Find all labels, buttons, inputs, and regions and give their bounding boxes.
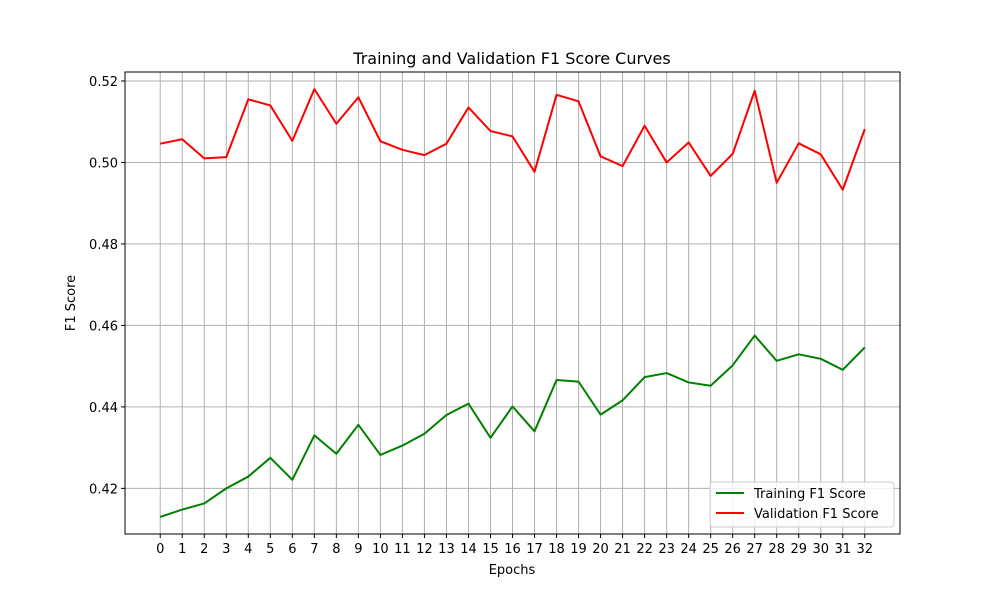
x-tick-label: 25 — [702, 542, 719, 557]
legend-label-training: Training F1 Score — [753, 487, 866, 502]
y-tick-label: 0.50 — [89, 156, 118, 171]
y-tick-label: 0.52 — [89, 75, 118, 90]
x-tick-label: 7 — [310, 542, 318, 557]
x-tick-label: 5 — [266, 542, 274, 557]
y-tick-label: 0.48 — [89, 238, 118, 253]
x-tick-label: 6 — [288, 542, 296, 557]
x-axis-ticks: 0 1 2 3 4 5 6 7 8 9 10 11 12 13 14 15 16 17 18 19 20 21 22 23 24… — [156, 534, 873, 557]
x-tick-label: 14 — [460, 542, 477, 557]
x-tick-label: 19 — [570, 542, 587, 557]
x-tick-label: 20 — [592, 542, 609, 557]
x-tick-label: 0 — [156, 542, 164, 557]
x-tick-label: 18 — [548, 542, 565, 557]
validation-f1-line — [160, 88, 866, 191]
x-tick-label: 10 — [372, 542, 389, 557]
legend-label-validation: Validation F1 Score — [754, 507, 879, 522]
legend: Training F1 Score Validation F1 Score — [709, 481, 895, 528]
x-tick-label: 22 — [636, 542, 653, 557]
x-tick-label: 12 — [416, 542, 433, 557]
x-tick-label: 21 — [614, 542, 631, 557]
x-tick-label: 13 — [438, 542, 455, 557]
legend-box — [709, 481, 895, 528]
x-tick-label: 16 — [504, 542, 521, 557]
x-tick-label: 1 — [178, 542, 186, 557]
x-tick-label: 3 — [222, 542, 230, 557]
series-lines — [159, 88, 866, 518]
x-tick-label: 29 — [790, 542, 807, 557]
x-tick-label: 11 — [394, 542, 411, 557]
x-tick-label: 31 — [834, 542, 851, 557]
y-axis-label: F1 Score — [64, 275, 79, 331]
y-tick-label: 0.44 — [89, 401, 118, 416]
x-axis-label: Epochs — [489, 563, 536, 578]
x-tick-label: 26 — [724, 542, 741, 557]
x-tick-label: 28 — [768, 542, 785, 557]
x-tick-label: 2 — [200, 542, 208, 557]
x-tick-label: 15 — [482, 542, 499, 557]
x-tick-label: 4 — [244, 542, 252, 557]
y-tick-label: 0.46 — [89, 319, 118, 334]
x-tick-label: 27 — [746, 542, 763, 557]
training-f1-line — [159, 334, 866, 518]
chart-title: Training and Validation F1 Score Curves — [352, 49, 670, 68]
x-tick-label: 9 — [354, 542, 362, 557]
y-axis-ticks: 0.42 0.44 0.46 0.48 0.50 0.52 — [89, 75, 125, 497]
y-tick-label: 0.42 — [89, 482, 118, 497]
x-tick-label: 23 — [658, 542, 675, 557]
x-tick-label: 24 — [680, 542, 697, 557]
x-tick-label: 17 — [526, 542, 543, 557]
x-tick-label: 30 — [812, 542, 829, 557]
x-tick-label: 32 — [856, 542, 873, 557]
x-tick-label: 8 — [332, 542, 340, 557]
